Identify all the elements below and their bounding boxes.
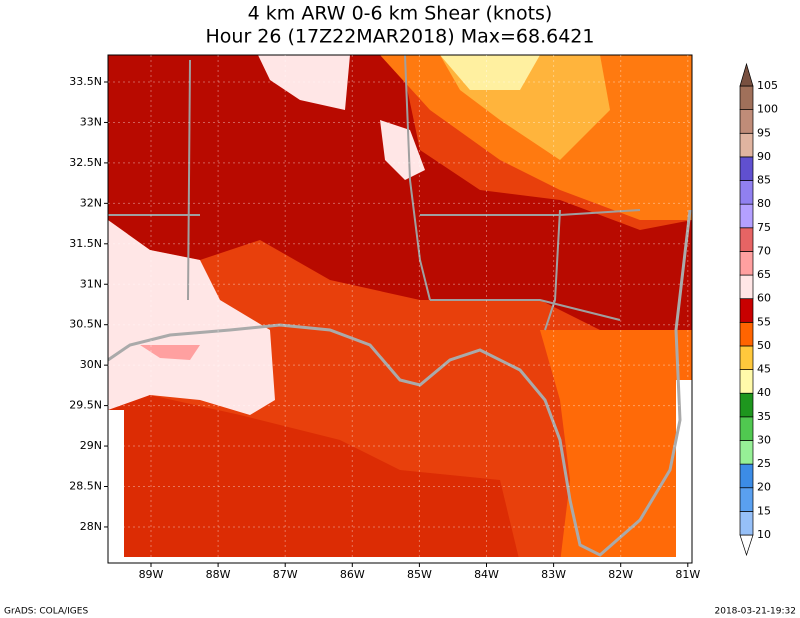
legend-label: 65 — [757, 268, 771, 281]
legend-label: 70 — [757, 244, 771, 257]
lat-label: 31N — [80, 277, 102, 290]
legend-label: 75 — [757, 221, 771, 234]
lat-label: 31.5N — [69, 237, 102, 250]
lon-label: 82W — [608, 568, 633, 581]
legend-swatch — [739, 109, 754, 134]
legend-label: 80 — [757, 197, 771, 210]
legend-label: 30 — [757, 433, 771, 446]
lon-label: 86W — [340, 568, 365, 581]
lon-label: 83W — [541, 568, 566, 581]
lat-label: 28N — [80, 520, 102, 533]
legend-label: 90 — [757, 150, 771, 163]
footer-left: GrADS: COLA/IGES — [4, 607, 88, 617]
shear-60 — [108, 220, 275, 415]
legend-swatch — [739, 251, 754, 276]
map-field — [107, 54, 693, 564]
shear-55 — [108, 55, 692, 330]
legend-swatch — [739, 298, 754, 323]
legend-swatch — [739, 227, 754, 252]
coastline — [108, 209, 692, 557]
lat-label: 29.5N — [69, 399, 102, 412]
legend-label: 60 — [757, 292, 771, 305]
shear-60b — [380, 120, 425, 180]
legend-label: 55 — [757, 315, 771, 328]
legend-swatch — [739, 511, 754, 536]
legend-label: 10 — [757, 528, 771, 541]
legend-label: 15 — [757, 504, 771, 517]
no-data-west — [108, 410, 124, 563]
lat-label: 32.5N — [69, 156, 102, 169]
legend-label: 85 — [757, 174, 771, 187]
legend-swatch — [739, 392, 754, 418]
map-frame — [107, 54, 693, 564]
legend-swatch — [739, 345, 754, 370]
lat-label: 28.5N — [69, 480, 102, 493]
title-line-1: 4 km ARW 0-6 km Shear (knots) — [248, 3, 553, 25]
lat-label: 30N — [80, 358, 102, 371]
legend-swatch — [739, 463, 754, 489]
lat-label: 29N — [80, 439, 102, 452]
shear-60c — [258, 55, 350, 110]
legend-swatch — [739, 180, 754, 205]
legend-swatch — [739, 85, 754, 110]
legend-label: 50 — [757, 339, 771, 352]
legend-swatch — [739, 132, 754, 158]
legend-label: 25 — [757, 457, 771, 470]
state-borders — [108, 55, 641, 331]
legend-swatch — [739, 440, 754, 465]
shear-50-east — [540, 330, 692, 563]
lon-label: 84W — [474, 568, 499, 581]
legend-label: 40 — [757, 386, 771, 399]
lat-label: 32N — [80, 196, 102, 209]
lat-label: 33.5N — [69, 75, 102, 88]
lat-label: 30.5N — [69, 318, 102, 331]
lon-label: 85W — [407, 568, 432, 581]
shear-35 — [440, 55, 540, 90]
lon-label: 81W — [675, 568, 700, 581]
legend-swatch — [739, 274, 754, 300]
lat-label: 33N — [80, 115, 102, 128]
legend-swatch — [739, 321, 754, 347]
legend-label: 35 — [757, 410, 771, 423]
lon-label: 87W — [273, 568, 298, 581]
footer-right: 2018-03-21-19:32 — [715, 607, 797, 617]
shear-52 — [108, 395, 520, 563]
lon-label: 88W — [206, 568, 231, 581]
legend-swatch — [739, 369, 754, 394]
lon-label: 89W — [139, 568, 164, 581]
legend-label: 95 — [757, 126, 771, 139]
legend-label: 100 — [757, 103, 778, 116]
no-data — [108, 557, 692, 563]
legend-label: 105 — [757, 79, 778, 92]
legend-swatch — [739, 156, 754, 181]
legend-arrow-low — [739, 534, 754, 557]
legend-label: 20 — [757, 481, 771, 494]
legend-label: 45 — [757, 363, 771, 376]
legend-arrow-high — [739, 62, 754, 87]
legend-swatch — [739, 203, 754, 229]
legend-swatch — [739, 487, 754, 512]
legend-swatch — [739, 416, 754, 441]
shear-65 — [140, 345, 200, 360]
title-line-2: Hour 26 (17Z22MAR2018) Max=68.6421 — [206, 26, 595, 48]
